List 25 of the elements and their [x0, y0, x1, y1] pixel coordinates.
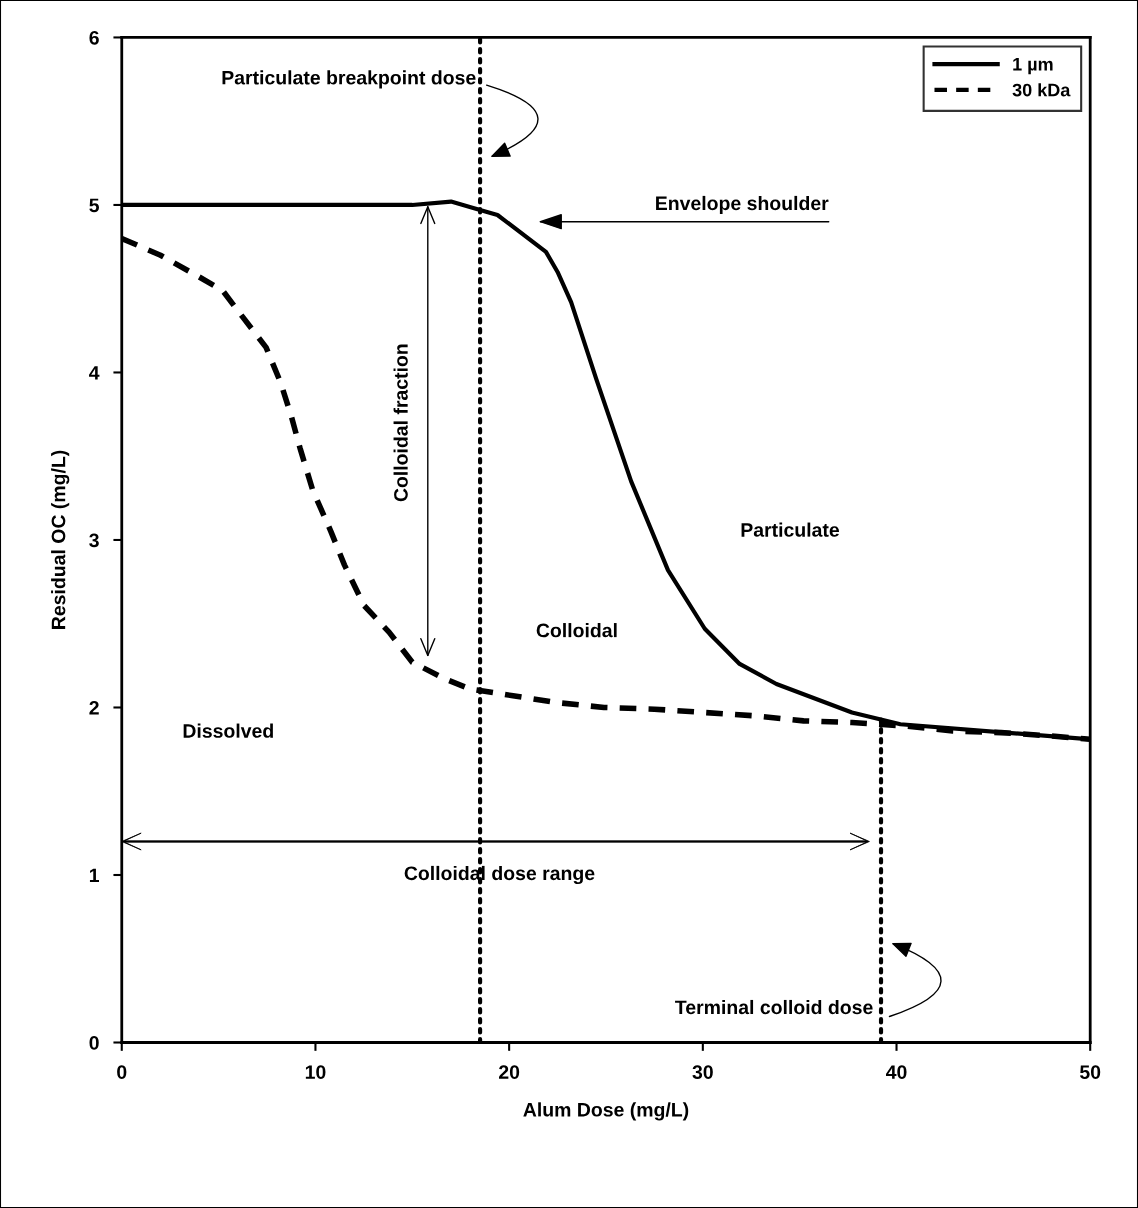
legend-label: 30 kDa — [1012, 83, 1071, 97]
x-tick-label: 50 — [1079, 1065, 1101, 1080]
annotation: Colloidal dose range — [404, 865, 595, 885]
y-tick-label: 3 — [89, 533, 99, 548]
x-axis-title: Alum Dose (mg/L) — [523, 1102, 689, 1121]
annotation: Colloidal — [536, 623, 617, 638]
ref-line-label: Particulate breakpoint dose — [222, 70, 476, 89]
x-tick-label: 20 — [499, 1065, 520, 1080]
annotation: Particulate — [741, 522, 840, 537]
annotation: Colloidal fraction — [393, 344, 408, 502]
y-tick-label: 0 — [89, 1035, 99, 1050]
y-tick-label: 6 — [89, 30, 99, 45]
y-tick-label: 1 — [89, 868, 99, 883]
annotation: Envelope shoulder — [656, 195, 829, 215]
ref-line-label: Terminal colloid dose — [675, 999, 873, 1015]
y-axis-title: Residual OC (mg/L) — [51, 450, 70, 629]
x-tick-label: 10 — [305, 1065, 326, 1080]
y-tick-label: 2 — [89, 700, 99, 715]
legend-label: 1 µm — [1013, 57, 1053, 75]
annotation: Dissolved — [183, 723, 273, 738]
x-tick-label: 40 — [886, 1065, 907, 1080]
y-tick-label: 5 — [89, 198, 99, 213]
x-tick-label: 0 — [117, 1065, 127, 1080]
x-tick-label: 30 — [692, 1065, 713, 1080]
y-tick-label: 4 — [89, 366, 100, 380]
